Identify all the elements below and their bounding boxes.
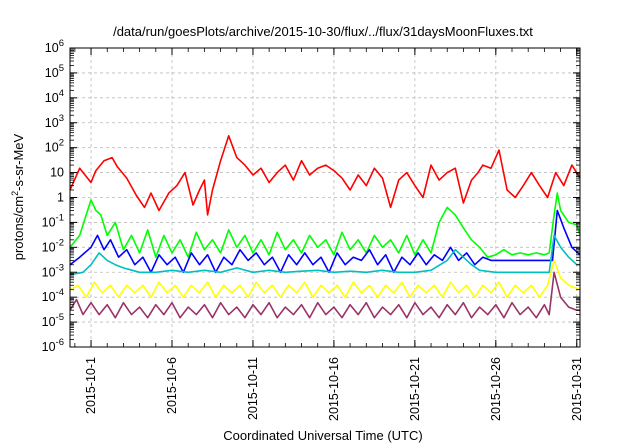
x-tick-label: 2015-10-11 xyxy=(246,357,260,420)
series-line xyxy=(69,192,581,259)
series-lines xyxy=(69,135,581,319)
series-line xyxy=(69,234,580,276)
y-tick-base: 10 xyxy=(42,215,56,229)
y-tick-exponent: 2 xyxy=(59,138,64,149)
series-line xyxy=(69,259,581,299)
y-tick-exponent: -6 xyxy=(56,337,64,348)
y-tick-base: 10 xyxy=(42,315,56,329)
axis-ticks xyxy=(70,47,580,348)
y-tick-base: 10 xyxy=(42,240,56,254)
y-tick-exponent: -2 xyxy=(56,237,64,248)
y-tick-base: 10 xyxy=(42,340,56,354)
y-tick-base: 10 xyxy=(45,141,59,155)
y-tick-base: 10 xyxy=(50,166,64,180)
y-tick-label: 10-5 xyxy=(42,312,64,329)
y-tick-label: 10-2 xyxy=(42,237,64,254)
x-tick-label: 2015-10-21 xyxy=(408,357,422,421)
x-tick-label: 2015-10-31 xyxy=(570,357,584,421)
y-axis-label-superscript: 2 xyxy=(10,191,20,196)
y-tick-label: 1 xyxy=(57,191,64,205)
y-tick-base: 10 xyxy=(45,66,59,80)
y-tick-base: 1 xyxy=(57,191,64,205)
y-tick-base: 10 xyxy=(42,265,56,279)
y-tick-label: 102 xyxy=(45,138,64,155)
series-line xyxy=(69,135,581,216)
y-tick-label: 10 xyxy=(50,166,64,180)
series-line xyxy=(69,271,580,319)
y-tick-exponent: 6 xyxy=(59,38,64,49)
y-tick-exponent: 5 xyxy=(59,63,64,74)
y-tick-exponent: -1 xyxy=(56,212,64,223)
y-tick-exponent: 3 xyxy=(59,113,64,124)
y-tick-label: 10-3 xyxy=(42,262,64,279)
y-axis-label-suffix: -s-sr-MeV xyxy=(11,133,26,190)
x-tick-label: 2015-10-1 xyxy=(84,357,98,414)
grid xyxy=(70,47,580,348)
x-tick-labels: 2015-10-1 2015-10-6 2015-10-11 2015-10-16 20… xyxy=(84,357,584,421)
chart-title: /data/run/goesPlots/archive/2015-10-30/f… xyxy=(113,24,533,39)
y-axis-label: protons/cm2-s-sr-MeV xyxy=(10,133,26,260)
y-tick-exponent: 4 xyxy=(59,88,64,99)
y-tick-label: 106 xyxy=(45,38,64,55)
y-tick-label: 10-4 xyxy=(42,287,64,304)
y-tick-label: 10-1 xyxy=(42,212,64,229)
y-tick-labels: 10-610-510-410-310-210-11101021031041051… xyxy=(42,38,64,354)
y-axis-label-prefix: protons/cm xyxy=(11,196,26,260)
x-tick-label: 2015-10-26 xyxy=(489,357,503,421)
y-tick-base: 10 xyxy=(45,41,59,55)
y-tick-label: 104 xyxy=(45,88,64,105)
y-tick-base: 10 xyxy=(45,91,59,105)
y-tick-base: 10 xyxy=(42,290,56,304)
y-tick-exponent: -5 xyxy=(56,312,64,323)
x-axis-label: Coordinated Universal Time (UTC) xyxy=(223,428,422,443)
x-tick-label: 2015-10-16 xyxy=(327,357,341,421)
y-tick-base: 10 xyxy=(45,116,59,130)
y-tick-label: 10-6 xyxy=(42,337,64,354)
x-tick-label: 2015-10-6 xyxy=(165,357,179,414)
y-tick-label: 105 xyxy=(45,63,64,80)
y-tick-label: 103 xyxy=(45,113,64,130)
y-tick-exponent: -4 xyxy=(56,287,64,298)
y-tick-exponent: -3 xyxy=(56,262,64,273)
